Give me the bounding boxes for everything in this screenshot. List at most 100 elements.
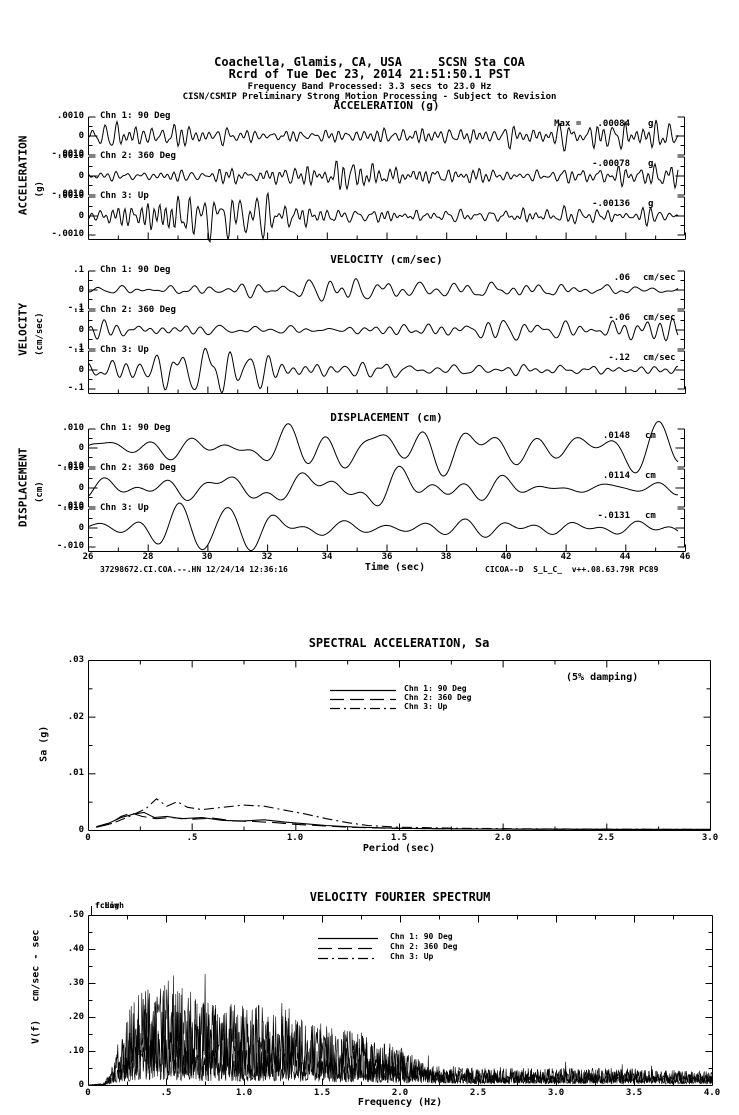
- sa-ytick-01: .01: [67, 768, 84, 778]
- time-tick-42: 42: [560, 552, 572, 562]
- disp-ch2-peak-unit: cm: [645, 471, 656, 481]
- disp-ch1-label: Chn 1: 90 Deg: [100, 423, 171, 433]
- vel-ch3-peak-value: -.12: [608, 353, 630, 363]
- disp-ch2-label: Chn 2: 360 Deg: [100, 463, 176, 473]
- record-id-footer: 37298672.CI.COA.--.HN 12/24/14 12:36:16: [100, 565, 288, 574]
- sa-xtick-25: 2.5: [597, 833, 615, 843]
- velocity-panel-title: VELOCITY (cm/sec): [330, 253, 443, 266]
- disp-ch3-ytick-top: .010: [62, 503, 84, 513]
- disp-ch3-label: Chn 3: Up: [100, 503, 149, 513]
- acc-ch3-peak-value: -.00136: [592, 199, 630, 209]
- time-tick-46: 46: [679, 552, 691, 562]
- sa-ytick-03: .03: [67, 655, 84, 665]
- damping-note: (5% damping): [566, 672, 639, 683]
- fourier-plot: [88, 915, 713, 1086]
- vel-ch3-ytick-bottom: -.1: [67, 383, 84, 393]
- vel-ch3-peak-unit: cm/sec: [643, 353, 676, 363]
- time-tick-32: 32: [261, 552, 273, 562]
- disp-ch2-ytick-top: .010: [62, 463, 84, 473]
- vel-ch1-ytick-top: .1: [73, 265, 84, 275]
- processing-code-footer: CICOA--D S_L_C_ v++.08.63.79R PC89: [485, 565, 659, 574]
- displacement-panel-title: DISPLACEMENT (cm): [330, 411, 443, 424]
- fourier-xtick-30: 3.0: [547, 1088, 565, 1098]
- acceleration-panel-title: ACCELERATION (g): [333, 99, 440, 112]
- fourier-title: VELOCITY FOURIER SPECTRUM: [309, 890, 491, 904]
- disp-ch1-ytick-zero: 0: [78, 443, 84, 453]
- sa-legend-ch2: Chn 2: 360 Deg: [404, 693, 472, 702]
- acceleration-traces-plot: [88, 116, 686, 244]
- vel-ch2-ytick-top: .1: [73, 305, 84, 315]
- fourier-ytick-30: .30: [67, 978, 84, 988]
- acc-ch3-ytick-bottom: -.0010: [51, 229, 84, 239]
- fourier-xtick-0: 0: [85, 1088, 91, 1098]
- acc-ch2-ytick-zero: 0: [78, 171, 84, 181]
- record-datetime: Rcrd of Tue Dec 23, 2014 21:51:50.1 PST: [228, 67, 511, 81]
- acc-ch1-ytick-zero: 0: [78, 131, 84, 141]
- acceleration-side-label: ACCELERATION: [16, 135, 30, 216]
- fourier-ytick-0: 0: [78, 1080, 84, 1090]
- acc-ch1-ytick-top: .0010: [56, 111, 84, 121]
- sa-legend-line-ch3: [330, 707, 396, 710]
- sa-y-axis-label: Sa (g): [38, 725, 50, 762]
- period-axis-label: Period (sec): [362, 843, 436, 854]
- vel-ch3-ytick-top: .1: [73, 345, 84, 355]
- acc-ch1-ytick-bottom: -.0010: [51, 149, 84, 159]
- velocity-side-label: VELOCITY: [16, 302, 30, 356]
- sa-xtick-30: 3.0: [701, 833, 719, 843]
- sa-legend-ch3: Chn 3: Up: [404, 702, 448, 711]
- velocity-traces-plot: [88, 270, 686, 394]
- sa-xtick-20: 2.0: [494, 833, 512, 843]
- sa-legend-line-ch1: [330, 689, 396, 692]
- sa-ytick-0: 0: [78, 825, 84, 835]
- disp-ch3-ytick-bottom: -.010: [56, 541, 84, 551]
- fourier-legend-line-ch2: [318, 947, 378, 950]
- disp-ch1-ytick-top: .010: [62, 423, 84, 433]
- time-tick-40: 40: [500, 552, 512, 562]
- vel-ch3-label: Chn 3: Up: [100, 345, 149, 355]
- time-tick-30: 30: [201, 552, 213, 562]
- vel-ch1-peak-value: .06: [613, 273, 630, 283]
- disp-ch2-ytick-bottom: -.010: [56, 501, 84, 511]
- acc-ch1-label: Chn 1: 90 Deg: [100, 111, 171, 121]
- fourier-legend-line-ch1: [318, 937, 378, 940]
- acc-ch2-ytick-bottom: -.0010: [51, 189, 84, 199]
- fourier-legend-line-ch3: [318, 957, 378, 960]
- fourier-xtick-05: .5: [160, 1088, 172, 1098]
- fourier-legend-ch2: Chn 2: 360 Deg: [390, 942, 458, 951]
- disp-ch3-peak-value: -.0131: [597, 511, 630, 521]
- sa-xtick-10: 1.0: [286, 833, 304, 843]
- vel-ch2-ytick-zero: 0: [78, 325, 84, 335]
- acc-ch1-peak-unit: g: [648, 119, 654, 129]
- sa-xtick-05: .5: [186, 833, 198, 843]
- time-tick-38: 38: [440, 552, 452, 562]
- time-tick-26: 26: [82, 552, 94, 562]
- time-tick-28: 28: [142, 552, 154, 562]
- acc-ch3-peak-unit: g: [648, 199, 654, 209]
- fourier-xtick-20: 2.0: [391, 1088, 409, 1098]
- fourier-legend-ch3: Chn 3: Up: [390, 952, 434, 961]
- fourier-xtick-15: 1.5: [313, 1088, 331, 1098]
- fourier-xtick-40: 4.0: [703, 1088, 721, 1098]
- vel-ch1-label: Chn 1: 90 Deg: [100, 265, 171, 275]
- disp-ch2-peak-value: .0114: [602, 471, 630, 481]
- frequency-axis-label: Frequency (Hz): [357, 1097, 443, 1108]
- acc-ch2-peak-unit: g: [648, 159, 654, 169]
- sa-title: SPECTRAL ACCELERATION, Sa: [308, 636, 490, 650]
- sa-xtick-0: 0: [85, 833, 91, 843]
- fourier-ytick-40: .40: [67, 944, 84, 954]
- disp-ch3-ytick-zero: 0: [78, 523, 84, 533]
- acc-ch2-ytick-top: .0010: [56, 151, 84, 161]
- sa-plot: [88, 660, 711, 831]
- acc-ch1-peak-value: Max = .00084: [554, 119, 630, 129]
- sa-legend-ch1: Chn 1: 90 Deg: [404, 684, 467, 693]
- sa-legend-line-ch2: [330, 698, 396, 701]
- fourier-xtick-10: 1.0: [235, 1088, 253, 1098]
- vel-ch2-peak-value: -.06: [608, 313, 630, 323]
- time-tick-36: 36: [381, 552, 393, 562]
- acc-ch2-label: Chn 2: 360 Deg: [100, 151, 176, 161]
- disp-ch1-ytick-bottom: -.010: [56, 461, 84, 471]
- vel-ch2-label: Chn 2: 360 Deg: [100, 305, 176, 315]
- time-axis-label: Time (sec): [364, 562, 426, 573]
- fc-high-label: fcHigh: [95, 901, 124, 910]
